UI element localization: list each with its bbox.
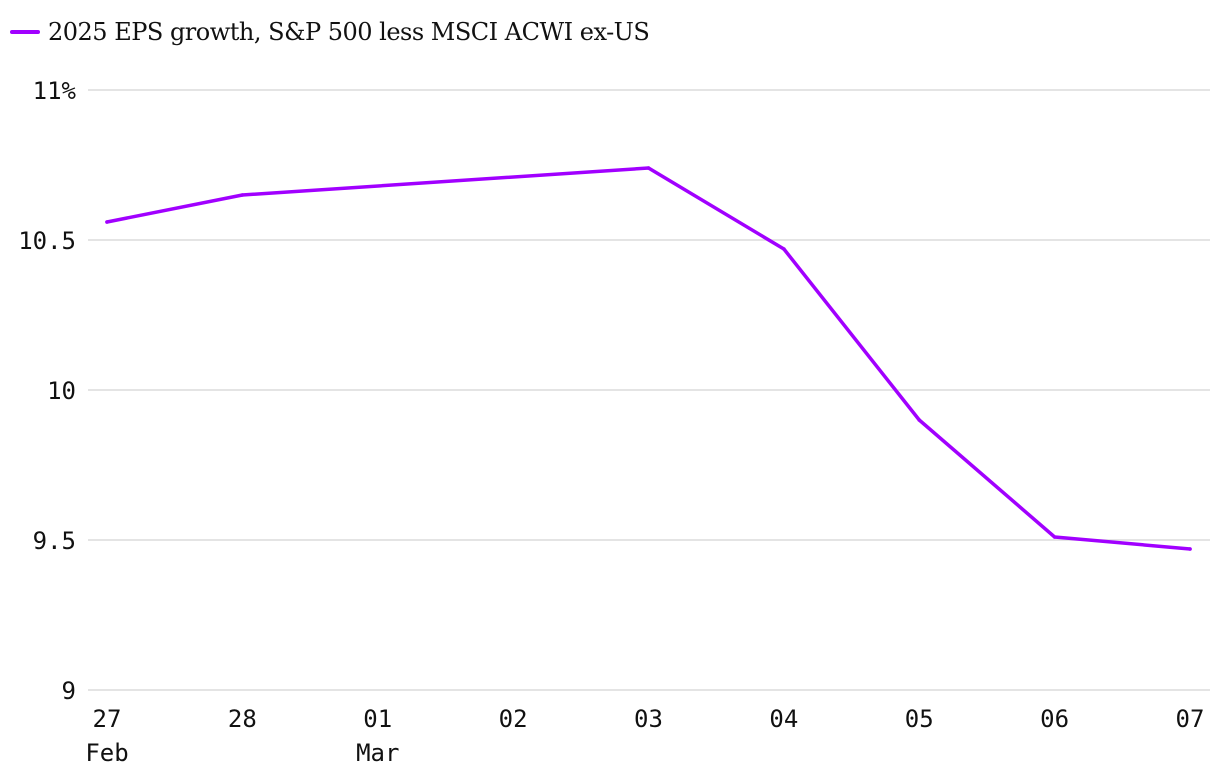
x-tick-label: 03 <box>634 705 663 733</box>
legend: 2025 EPS growth, S&P 500 less MSCI ACWI … <box>10 14 650 50</box>
data-point <box>1052 535 1057 539</box>
data-point <box>782 247 786 251</box>
data-point <box>1188 547 1192 551</box>
x-tick-sublabel: Feb <box>85 739 128 767</box>
series-line <box>105 166 1192 551</box>
x-tick-label: 02 <box>499 705 528 733</box>
grid-layer <box>88 89 1210 691</box>
axis-layer: 11% 10.5 10 9.5 9 27 Feb 28 01 Mar 02 03 04 05 06 07 <box>18 77 1204 767</box>
x-tick-label: 27 <box>93 705 122 733</box>
y-tick-label: 10 <box>47 377 76 405</box>
x-tick-label: 05 <box>905 705 934 733</box>
series-layer <box>105 166 1192 551</box>
x-tick-label: 07 <box>1176 705 1205 733</box>
legend-label: 2025 EPS growth, S&P 500 less MSCI ACWI … <box>48 18 650 46</box>
x-tick-label: 04 <box>769 705 798 733</box>
x-tick-sublabel: Mar <box>356 739 399 767</box>
y-tick-label: 11% <box>33 77 77 105</box>
x-tick-label: 28 <box>228 705 257 733</box>
legend-swatch <box>10 30 40 34</box>
x-tick-label: 06 <box>1040 705 1069 733</box>
data-point <box>917 418 922 422</box>
data-point <box>105 220 109 224</box>
data-point <box>240 193 245 197</box>
x-tick-label: 01 <box>363 705 392 733</box>
y-tick-label: 9.5 <box>33 527 76 555</box>
data-point <box>646 166 651 170</box>
y-tick-label: 10.5 <box>18 227 76 255</box>
y-tick-label: 9 <box>62 677 76 705</box>
